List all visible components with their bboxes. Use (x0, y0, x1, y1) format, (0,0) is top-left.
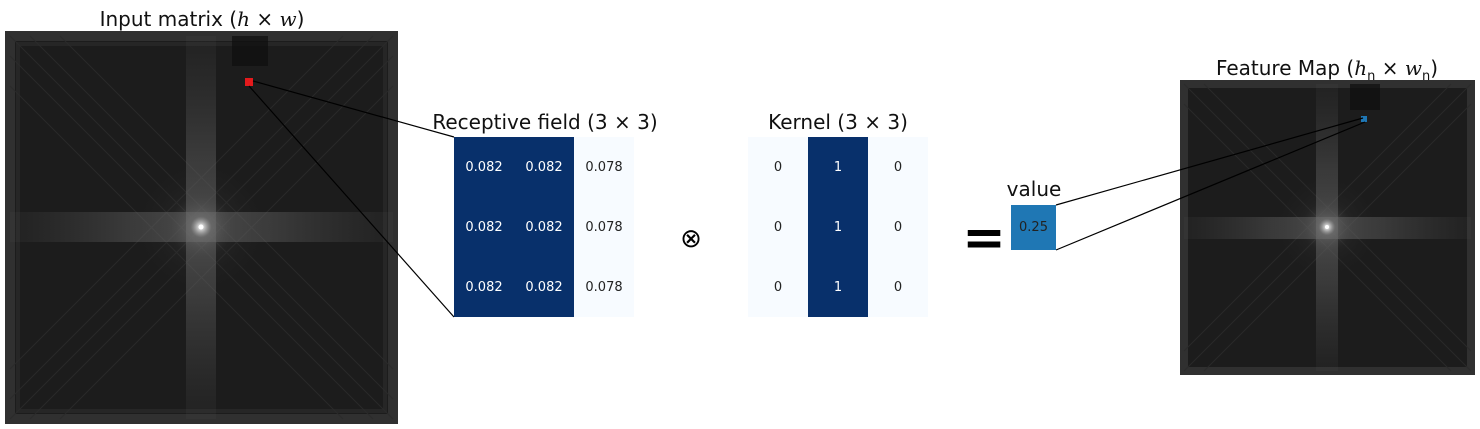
kernel-cell: 1 (808, 137, 868, 197)
kernel-cell: 0 (748, 257, 808, 317)
receptive-field-cell: 0.078 (574, 197, 634, 257)
kernel-cell: 0 (748, 197, 808, 257)
receptive-field-cell: 0.082 (454, 257, 514, 317)
kernel-cell: 0 (868, 257, 928, 317)
receptive-field-cell: 0.082 (454, 137, 514, 197)
kernel-cell: 0 (748, 137, 808, 197)
input-matrix-image (5, 31, 398, 424)
kernel-cell: 0 (868, 197, 928, 257)
feature-map-marker (1361, 116, 1367, 122)
receptive-field-cell: 0.078 (574, 257, 634, 317)
convolution-operator: ⊗ (680, 224, 702, 254)
receptive-field-cell: 0.078 (574, 137, 634, 197)
result-value-box: 0.25 (1011, 205, 1056, 250)
receptive-field-grid: 0.082 0.082 0.078 0.082 0.082 0.078 0.082 0.082… (454, 137, 634, 317)
value-title: value (1006, 177, 1062, 201)
input-connector-lines (248, 80, 455, 318)
receptive-field-marker (245, 78, 253, 86)
feature-map-image (1180, 80, 1475, 375)
equals-operator: = (962, 208, 1006, 268)
kernel-cell: 1 (808, 257, 868, 317)
receptive-field-cell: 0.082 (454, 197, 514, 257)
kernel-title: Kernel (3 × 3) (768, 110, 908, 134)
feature-connector-lines (1055, 117, 1366, 251)
feature-map-title: Feature Map (hn × wn) (1215, 56, 1439, 84)
receptive-field-cell: 0.082 (514, 197, 574, 257)
receptive-field-title: Receptive field (3 × 3) (432, 110, 658, 134)
kernel-cell: 0 (868, 137, 928, 197)
input-matrix-title: Input matrix (h × w) (99, 7, 305, 31)
receptive-field-cell: 0.082 (514, 257, 574, 317)
kernel-cell: 1 (808, 197, 868, 257)
receptive-field-cell: 0.082 (514, 137, 574, 197)
